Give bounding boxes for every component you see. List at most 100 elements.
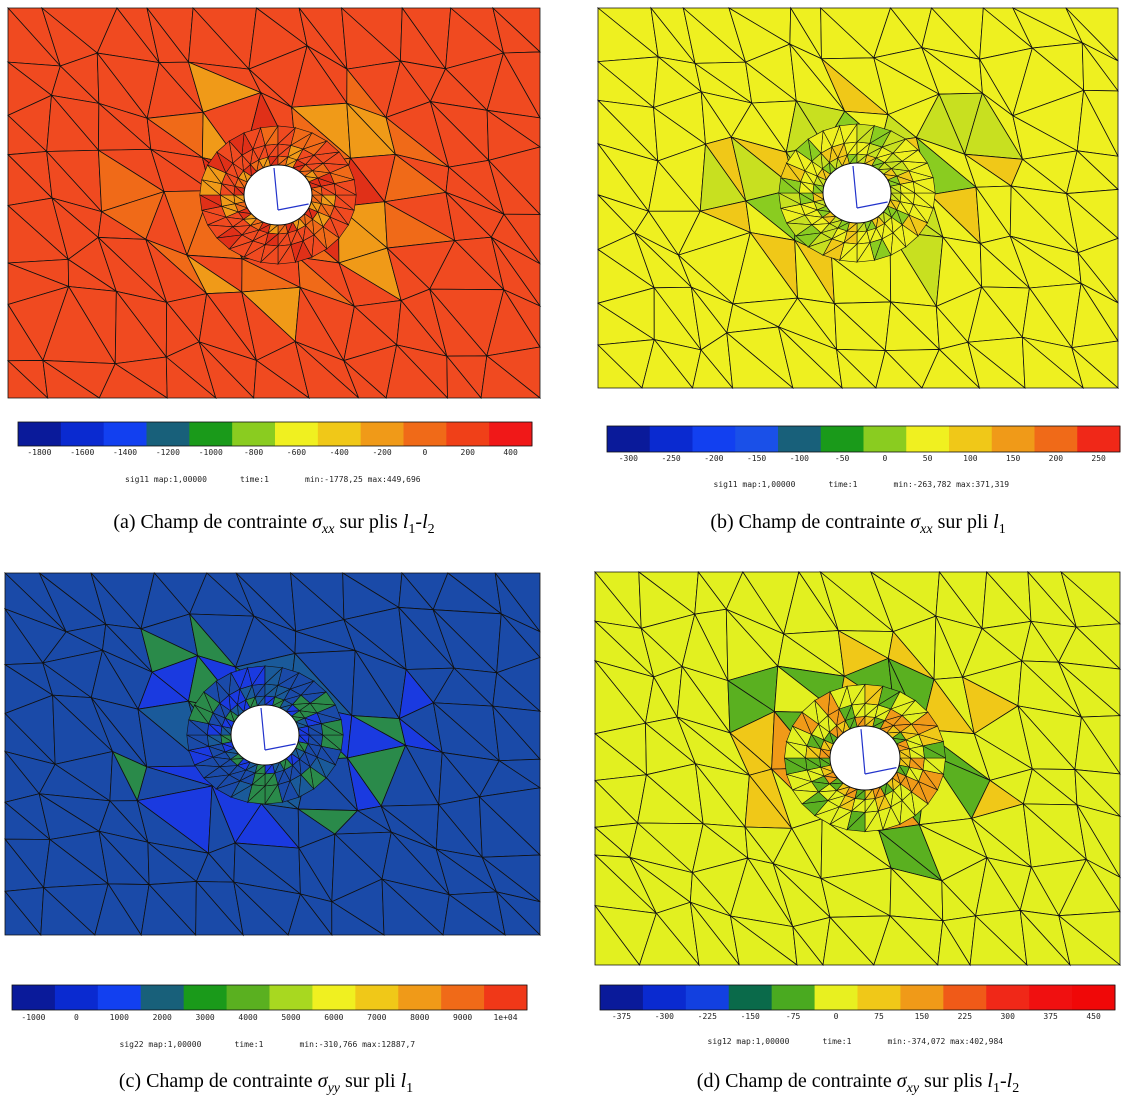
colorbar-segment <box>778 426 822 452</box>
caption-subscript: xx <box>919 522 933 537</box>
colorbar-tick-label: 400 <box>503 448 518 457</box>
mesh-element <box>201 209 227 226</box>
mesh-element <box>333 205 355 226</box>
colorbar-tick-label: 1000 <box>110 1013 129 1022</box>
mesh-element <box>882 806 901 831</box>
mesh-element <box>294 340 360 399</box>
axis-line <box>852 165 858 209</box>
axis-line <box>273 167 279 211</box>
mesh-element <box>313 140 340 156</box>
mesh-element <box>495 890 541 936</box>
mesh-element <box>320 745 342 766</box>
mesh-element <box>186 734 210 751</box>
caption-text: (c) Champ de contrainte <box>119 1070 318 1092</box>
mesh-element <box>873 238 892 261</box>
mesh-element <box>228 132 245 156</box>
mesh-element <box>922 741 946 759</box>
colorbar-tick-label: -300 <box>619 454 638 463</box>
caption-text: l <box>1007 1070 1013 1092</box>
mesh-element <box>726 331 794 389</box>
mesh-element <box>969 915 1028 966</box>
mesh-element <box>230 667 249 690</box>
mesh-element <box>302 132 328 150</box>
mesh-element <box>795 138 813 162</box>
axis-line <box>864 767 897 775</box>
colorbar-tick-label: 1e+04 <box>493 1013 517 1022</box>
mesh-element <box>40 886 96 936</box>
mesh-element <box>322 151 350 166</box>
mesh-element <box>203 680 221 704</box>
colorbar-segment <box>446 422 490 446</box>
mesh-element <box>901 700 929 716</box>
colorbar-tick-label: 75 <box>874 1012 884 1021</box>
caption-text: l <box>993 511 999 533</box>
mesh-element <box>641 338 694 389</box>
mesh-element <box>206 224 234 239</box>
mesh-element <box>277 667 300 686</box>
colorbar-tick-label: 50 <box>923 454 933 463</box>
mesh-element <box>829 685 848 710</box>
colorbar-tick-label: -1000 <box>21 1013 45 1022</box>
mesh-element <box>298 774 315 798</box>
caption-text: σ <box>318 1070 329 1092</box>
mesh-element <box>822 242 845 261</box>
mesh-element <box>198 341 255 399</box>
caption-subscript: 1 <box>993 1081 1000 1096</box>
caption-text: l <box>403 511 409 533</box>
mesh-element <box>890 232 907 256</box>
colorbar-tick-label: -200 <box>704 454 723 463</box>
colorbar-tick-label: 8000 <box>410 1013 429 1022</box>
colorbar-segment <box>183 985 228 1010</box>
mesh-element <box>246 785 266 805</box>
colorbar-tick-label: 0 <box>834 1012 839 1021</box>
mesh-element <box>316 704 342 721</box>
colorbar-tick-label: -50 <box>835 454 850 463</box>
mesh-element <box>807 130 824 154</box>
colorbar-tick-label: 250 <box>1091 454 1106 463</box>
mesh-element <box>381 878 445 936</box>
caption-text: (d) Champ de contrainte <box>697 1070 897 1092</box>
colorbar-segment <box>949 426 993 452</box>
mesh-element <box>322 226 340 250</box>
colorbar-tick-label: 300 <box>1000 1012 1015 1021</box>
mesh-element <box>801 699 819 725</box>
colorbar-frame <box>599 984 1116 1011</box>
colorbar-tick-label: 150 <box>915 1012 930 1021</box>
caption-subscript: 2 <box>428 522 435 537</box>
mesh-element <box>243 127 262 150</box>
colorbar-segment <box>18 422 62 446</box>
mesh-element <box>300 680 327 696</box>
colorbar-segment <box>820 426 864 452</box>
mesh-element <box>890 691 916 710</box>
mesh-element <box>253 359 311 399</box>
colorbar-tick-label: 100 <box>963 454 978 463</box>
mesh-element <box>165 356 217 399</box>
colorbar-tick-label: 375 <box>1043 1012 1058 1021</box>
colorbar-segment <box>360 422 404 446</box>
colorbar-segment <box>97 985 142 1010</box>
mesh-element <box>780 207 806 224</box>
mesh-element <box>1021 336 1085 389</box>
colorbar-segment <box>943 985 987 1010</box>
colorbar-segment <box>12 985 56 1010</box>
colorbar-tick-label: 150 <box>1006 454 1021 463</box>
colorbar-tick-label: -1200 <box>156 448 180 457</box>
colorbar-tick-label: -1400 <box>113 448 137 457</box>
mesh-element <box>881 130 907 148</box>
colorbar-segment <box>146 422 190 446</box>
hole <box>829 725 901 791</box>
colorbar-segment <box>991 426 1035 452</box>
mesh-element <box>329 216 349 239</box>
caption-text: σ <box>897 1070 908 1092</box>
colorbar-segment <box>863 426 907 452</box>
info-time: time:1 <box>235 1040 264 1049</box>
colorbar-frame <box>606 425 1121 453</box>
mesh-element <box>856 241 875 263</box>
colorbar-tick-label: -300 <box>655 1012 674 1021</box>
mesh-element <box>290 127 313 146</box>
info-field: sig12 map:1,00000 <box>708 1037 790 1046</box>
mesh-element <box>786 725 808 747</box>
colorbar-tick-label: -400 <box>330 448 349 457</box>
